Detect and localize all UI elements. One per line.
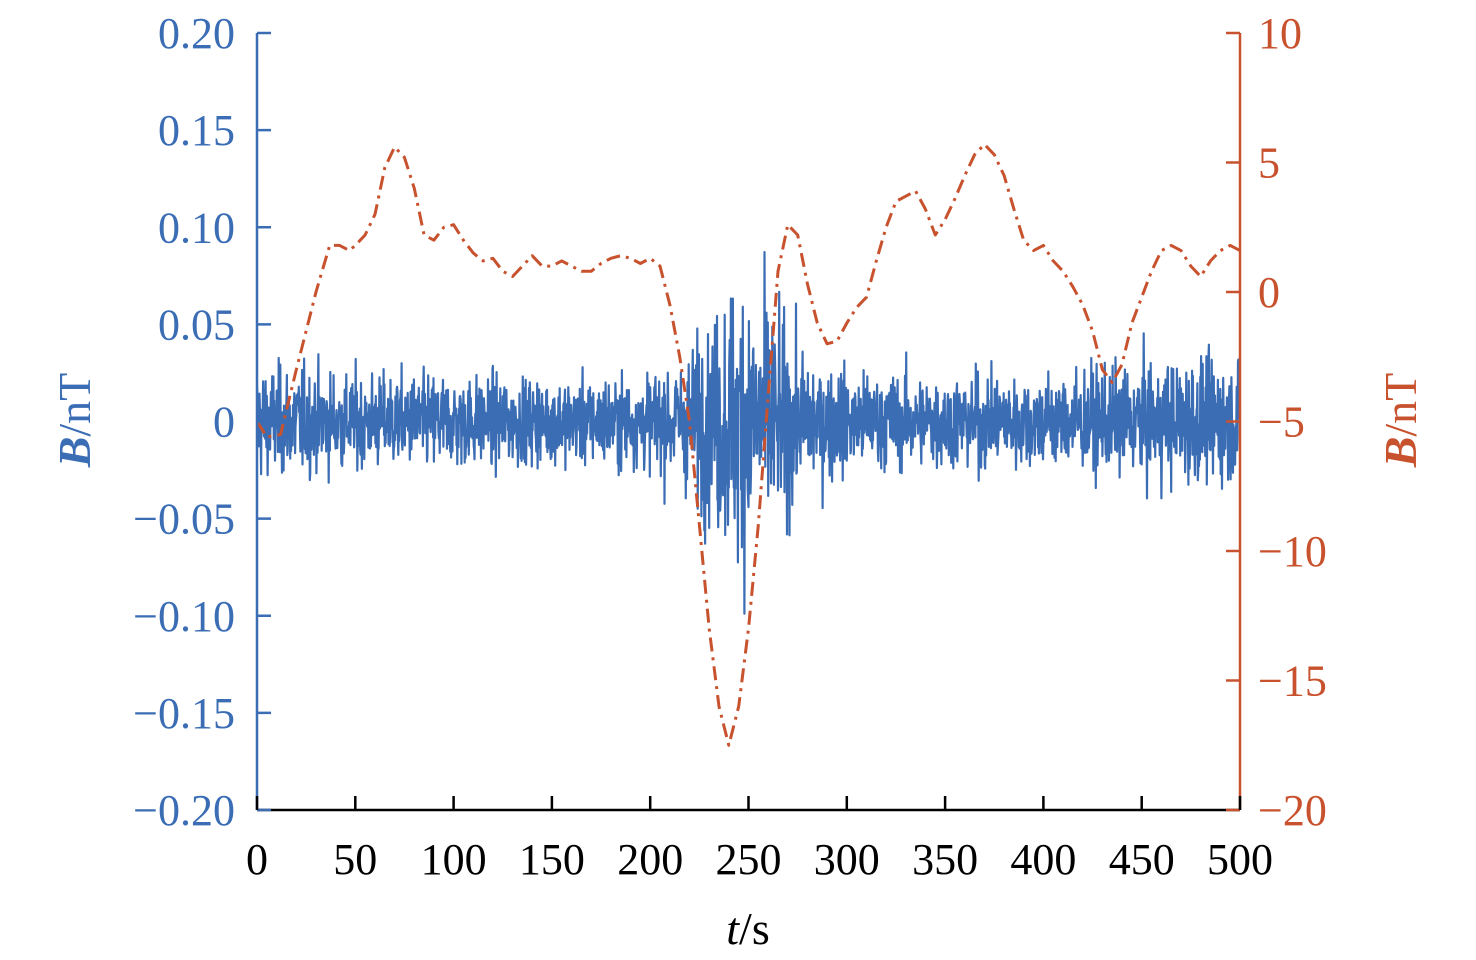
y-right-tick-label: 0: [1258, 268, 1280, 317]
tick-labels: 0.20 0.15 0.10 0.05 0 −0.05 −0.10 −0.15 −0.20 10 5…: [133, 9, 1327, 884]
y-left-axis-title: B/nT: [49, 373, 100, 469]
x-tick-label: 50: [333, 835, 377, 884]
y-right-tick-label: 10: [1258, 9, 1302, 58]
x-tick-label: 350: [912, 835, 978, 884]
axes: [255, 31, 1242, 812]
y-right-axis-title: B/nT: [1375, 373, 1426, 469]
y-right-tick-label: −15: [1258, 657, 1327, 706]
x-tick-label: 150: [519, 835, 585, 884]
x-tick-label: 100: [421, 835, 487, 884]
x-tick-label: 450: [1109, 835, 1175, 884]
y-left-tick-label: 0.10: [158, 203, 235, 252]
y-right-axis-title-var: B: [1375, 437, 1426, 469]
x-tick-label: 0: [246, 835, 268, 884]
x-tick-label: 200: [617, 835, 683, 884]
x-axis-title: t/s: [726, 903, 769, 954]
y-left-tick-label: 0: [213, 398, 235, 447]
x-axis-title-var: t: [726, 903, 740, 954]
y-left-axis-title-var: B: [49, 437, 100, 469]
y-right-axis-title-unit: /nT: [1375, 373, 1426, 437]
x-tick-label: 400: [1010, 835, 1076, 884]
series-dashdot-line: [255, 142, 1241, 747]
series-noise-line: [255, 251, 1242, 615]
x-axis-title-unit: /s: [739, 903, 770, 954]
y-left-tick-label: −0.10: [133, 592, 235, 641]
y-left-tick-label: 0.05: [158, 300, 235, 349]
x-tick-label: 250: [716, 835, 782, 884]
y-left-axis-title-unit: /nT: [49, 373, 100, 437]
x-tick-label: 500: [1207, 835, 1273, 884]
x-tick-label: 300: [814, 835, 880, 884]
y-right-tick-label: −5: [1258, 398, 1305, 447]
y-left-tick-label: 0.15: [158, 106, 235, 155]
y-right-tick-label: 5: [1258, 139, 1280, 188]
y-left-tick-label: −0.15: [133, 689, 235, 738]
plot-area: [255, 142, 1242, 747]
y-left-tick-label: 0.20: [158, 9, 235, 58]
y-right-tick-label: −20: [1258, 786, 1327, 835]
y-right-tick-label: −10: [1258, 527, 1327, 576]
y-left-tick-label: −0.05: [133, 495, 235, 544]
y-left-tick-label: −0.20: [133, 786, 235, 835]
